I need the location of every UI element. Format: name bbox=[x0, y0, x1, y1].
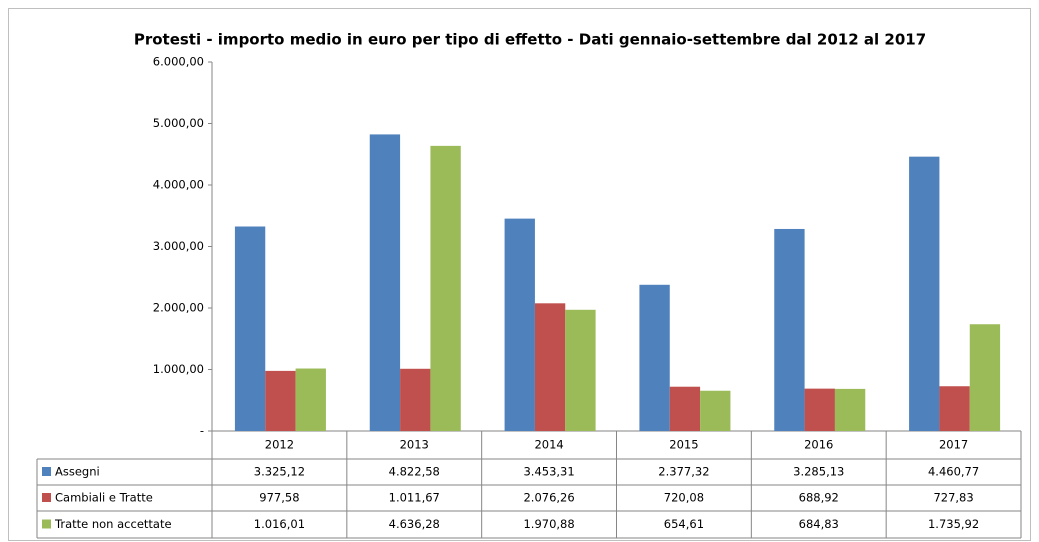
bar bbox=[969, 324, 1001, 431]
x-tick-label: 2015 bbox=[669, 438, 698, 452]
y-tick-label: 6.000,00 bbox=[153, 55, 204, 69]
legend-label: Tratte non accettate bbox=[54, 517, 172, 531]
table-cell: 2.076,26 bbox=[523, 491, 574, 505]
y-tick-label: 5.000,00 bbox=[153, 116, 204, 130]
y-tick-label: 1.000,00 bbox=[153, 362, 204, 376]
y-tick-label: 3.000,00 bbox=[153, 239, 204, 253]
table-cell: 1.016,01 bbox=[254, 517, 305, 531]
legend-key bbox=[42, 493, 51, 502]
bar bbox=[234, 226, 266, 431]
chart-title: Protesti - importo medio in euro per tip… bbox=[134, 31, 926, 49]
y-tick-label: 4.000,00 bbox=[153, 178, 204, 192]
bar bbox=[534, 303, 566, 431]
table-cell: 4.460,77 bbox=[928, 465, 979, 479]
x-tick-label: 2016 bbox=[804, 438, 833, 452]
table-cell: 684,83 bbox=[799, 517, 839, 531]
y-tick-label: 2.000,00 bbox=[153, 301, 204, 315]
table-cell: 2.377,32 bbox=[658, 465, 709, 479]
legend-key bbox=[42, 519, 51, 529]
table-cell: 977,58 bbox=[259, 491, 299, 505]
bar bbox=[834, 388, 866, 431]
bar bbox=[369, 134, 401, 432]
x-tick-label: 2012 bbox=[265, 438, 294, 452]
table-cell: 4.822,58 bbox=[389, 465, 440, 479]
table-cell: 1.735,92 bbox=[928, 517, 979, 531]
bar bbox=[295, 368, 326, 431]
table-cell: 1.011,67 bbox=[389, 491, 440, 505]
bar bbox=[939, 386, 970, 431]
x-tick-label: 2017 bbox=[939, 438, 968, 452]
table-cell: 727,83 bbox=[933, 491, 973, 505]
bar bbox=[639, 284, 670, 431]
y-tick-label: - bbox=[200, 424, 204, 438]
table-cell: 3.325,12 bbox=[254, 465, 305, 479]
legend-key bbox=[42, 467, 51, 476]
table-cell: 688,92 bbox=[799, 491, 839, 505]
x-tick-label: 2014 bbox=[534, 438, 563, 452]
bar bbox=[669, 386, 701, 431]
legend-label: Assegni bbox=[55, 465, 100, 479]
bar bbox=[400, 368, 431, 431]
bar bbox=[700, 390, 731, 431]
table-cell: 720,08 bbox=[664, 491, 704, 505]
table-cell: 1.970,88 bbox=[523, 517, 574, 531]
legend-label: Cambiali e Tratte bbox=[55, 491, 153, 505]
bar bbox=[804, 388, 835, 431]
table-cell: 3.285,13 bbox=[793, 465, 844, 479]
bar bbox=[504, 218, 535, 431]
bar bbox=[265, 370, 296, 431]
table-cell: 4.636,28 bbox=[389, 517, 440, 531]
bar bbox=[430, 145, 461, 431]
bar bbox=[774, 228, 805, 431]
table-cell: 654,61 bbox=[664, 517, 704, 531]
table-cell: 3.453,31 bbox=[523, 465, 574, 479]
x-tick-label: 2013 bbox=[400, 438, 429, 452]
bar bbox=[909, 156, 940, 431]
bar bbox=[565, 309, 596, 431]
